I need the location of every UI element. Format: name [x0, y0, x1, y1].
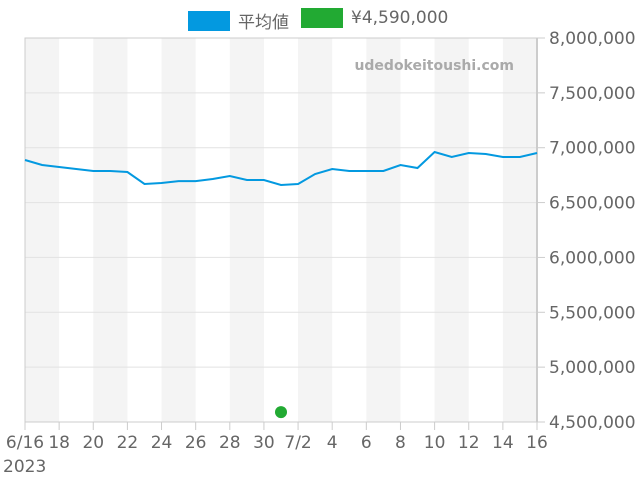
x-tick-label: 30	[253, 433, 275, 453]
watermark: udedokeitoushi.com	[354, 58, 514, 74]
x-tick-label: 28	[219, 433, 241, 453]
band	[229, 38, 264, 422]
y-tick-label: 7,000,000	[549, 139, 636, 159]
x-tick-label: 24	[151, 433, 173, 453]
x-axis-ticks: 6/16 18 20 22 24 26 28 30 7/2 4 6 8 10 12 14 16 2023	[3, 422, 548, 477]
x-tick-label: 22	[117, 433, 139, 453]
x-tick-label: 20	[82, 433, 104, 453]
x-tick-label: 4	[327, 433, 338, 453]
y-tick-label: 8,000,000	[549, 29, 636, 49]
x-tick-label: 12	[458, 433, 480, 453]
legend-swatch-green	[301, 8, 343, 28]
x-tick-label: 6/16	[6, 433, 44, 453]
y-tick-label: 7,500,000	[549, 84, 636, 104]
y-axis-ticks: 8,000,000 7,500,000 7,000,000 6,500,000 6,00…	[537, 29, 636, 433]
x-tick-label: 18	[48, 433, 70, 453]
x-tick-label: 26	[185, 433, 207, 453]
price-point-marker[interactable]	[275, 406, 287, 419]
x-tick-label: 16	[526, 433, 548, 453]
band	[502, 38, 537, 422]
x-tick-label: 10	[424, 433, 446, 453]
legend-swatch-blue	[188, 10, 230, 31]
band	[161, 38, 196, 422]
x-year-label: 2023	[3, 457, 46, 477]
y-tick-label: 5,000,000	[549, 358, 636, 378]
band	[25, 38, 60, 422]
y-tick-label: 6,000,000	[549, 248, 636, 268]
alternating-bands	[25, 38, 537, 422]
x-tick-label: 14	[492, 433, 514, 453]
legend-label-average: 平均値	[238, 13, 289, 33]
y-tick-label: 6,500,000	[549, 194, 636, 214]
average-price-line	[24, 150, 538, 187]
legend-label-price: ¥4,590,000	[351, 8, 449, 28]
x-tick-label: 8	[395, 433, 406, 453]
legend: 平均値 ¥4,590,000	[0, 6, 640, 33]
x-tick-label: 7/2	[284, 433, 311, 453]
band	[298, 38, 333, 422]
y-tick-label: 4,500,000	[549, 413, 636, 433]
x-tick-label: 6	[361, 433, 372, 453]
legend-item-average[interactable]: 平均値	[188, 8, 289, 33]
band	[93, 38, 128, 422]
band	[366, 38, 401, 422]
band	[434, 38, 469, 422]
legend-item-price[interactable]: ¥4,590,000	[301, 8, 448, 28]
y-tick-label: 5,500,000	[549, 303, 636, 323]
